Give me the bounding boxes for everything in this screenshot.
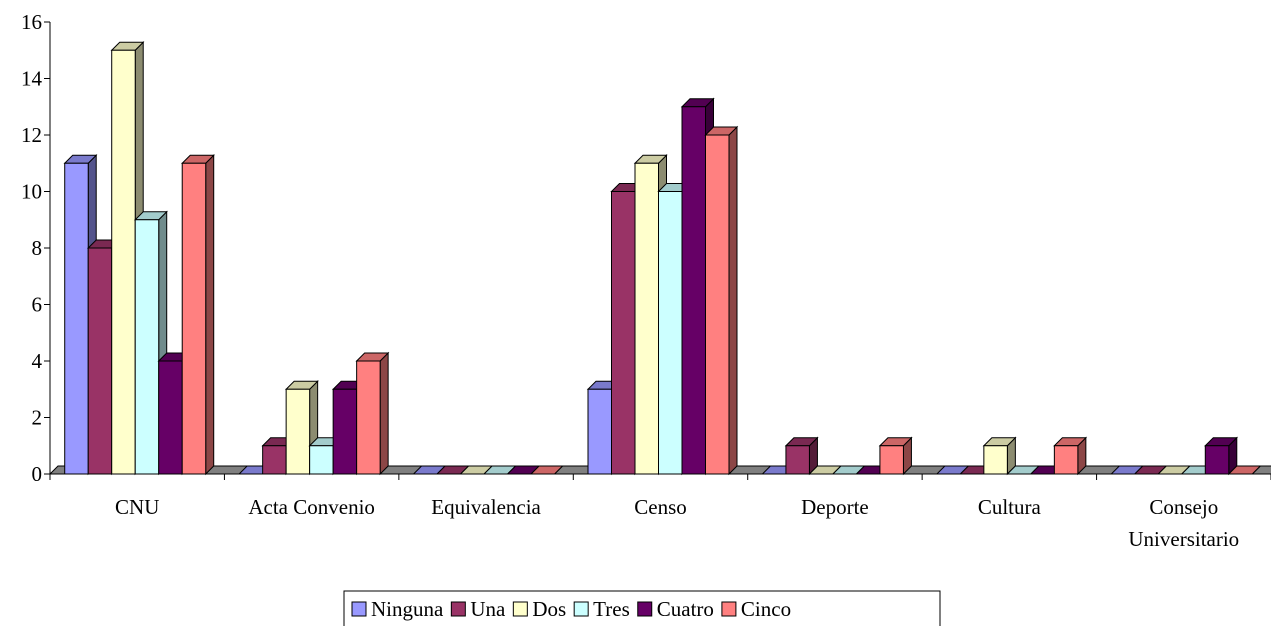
legend-item: Una — [450, 597, 506, 621]
legend-swatch — [450, 601, 466, 617]
y-tick-label: 4 — [32, 349, 43, 373]
legend-swatch — [637, 601, 653, 617]
bar-front — [983, 445, 1008, 475]
legend-label: Cuatro — [657, 597, 714, 621]
bar-top — [1227, 465, 1262, 475]
legend-swatch — [573, 601, 589, 617]
legend-label: Dos — [532, 597, 566, 621]
legend-item: Tres — [573, 597, 630, 621]
bar-front — [1053, 445, 1079, 475]
bar — [1053, 436, 1088, 476]
bar — [1227, 465, 1262, 475]
y-tick-label: 6 — [32, 293, 43, 317]
legend-label: Tres — [593, 597, 630, 621]
bar — [878, 436, 913, 476]
y-tick-label: 10 — [21, 180, 42, 204]
bar-front — [705, 134, 730, 475]
bar-front — [356, 360, 381, 475]
x-tick-label: Cultura — [978, 495, 1042, 519]
bar-side — [728, 125, 738, 476]
x-tick-label: Consejo Universitario — [1128, 495, 1239, 551]
legend-label: Una — [470, 597, 506, 621]
bar-front — [879, 445, 904, 475]
legend-swatch — [721, 601, 737, 617]
bar — [784, 436, 819, 476]
bar-front — [634, 162, 659, 475]
legend-swatch — [351, 601, 367, 617]
legend-label: Ninguna — [371, 597, 444, 621]
legend-item: Ninguna — [351, 597, 444, 621]
bar-side — [205, 154, 215, 476]
bar-front — [309, 445, 334, 475]
y-tick-label: 12 — [21, 123, 42, 147]
y-tick-label: 8 — [32, 236, 43, 260]
bar — [529, 465, 564, 475]
bar-front — [1204, 445, 1230, 475]
bar-front — [87, 247, 113, 475]
y-tick-label: 14 — [21, 67, 43, 91]
bar-front — [681, 106, 706, 475]
bar-top — [529, 465, 564, 475]
bar-front — [262, 445, 287, 475]
y-tick-label: 2 — [32, 406, 43, 430]
bar — [355, 351, 390, 476]
chart-bars — [63, 41, 1262, 476]
y-tick-label: 16 — [21, 10, 42, 34]
bar — [1204, 436, 1238, 476]
legend-item: Cuatro — [637, 597, 714, 621]
bar-front — [134, 219, 160, 475]
bar-front — [285, 388, 311, 475]
x-tick-label: Censo — [634, 495, 687, 519]
legend-label: Cinco — [741, 597, 791, 621]
bar-front — [332, 388, 358, 475]
legend-item: Dos — [512, 597, 566, 621]
bar — [181, 154, 215, 476]
bar-front — [181, 162, 207, 475]
x-tick-label: Equivalencia — [431, 495, 541, 519]
legend-item: Cinco — [721, 597, 791, 621]
legend-swatch — [512, 601, 528, 617]
bar — [704, 125, 739, 476]
bar-front — [111, 49, 136, 475]
chart-labels: CNU Acta Convenio Equivalencia Censo Deporte… — [115, 495, 1239, 551]
x-tick-label: Deporte — [801, 495, 869, 519]
bar-side — [379, 351, 389, 476]
bar-front — [587, 388, 612, 475]
bar — [982, 436, 1017, 476]
chart-legend: Ninguna Una Dos Tres Cuatro Cinco — [343, 590, 941, 626]
bar-front — [658, 191, 683, 475]
bar-front — [785, 445, 810, 475]
x-tick-label: CNU — [115, 495, 159, 519]
x-tick-label: Acta Convenio — [248, 495, 375, 519]
y-tick-label: 0 — [32, 462, 43, 486]
bar-front — [611, 191, 636, 475]
bar-front — [64, 162, 89, 475]
bar-front — [158, 360, 183, 475]
